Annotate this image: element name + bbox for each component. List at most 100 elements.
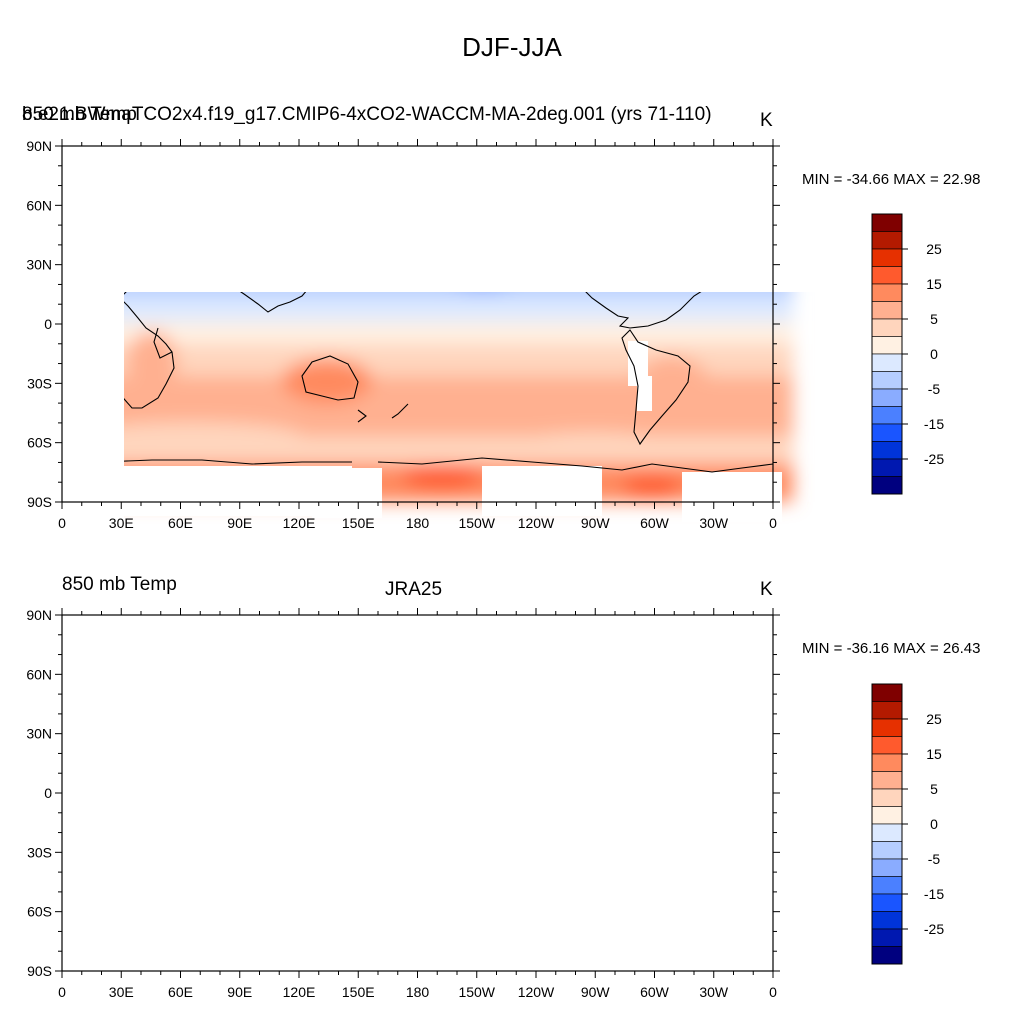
colorbar-swatch — [871, 683, 903, 702]
panel1-map — [124, 292, 793, 522]
colorbar-swatch — [871, 213, 903, 232]
colorbar-swatch — [871, 876, 903, 895]
colorbar-swatch — [871, 231, 903, 250]
x-tick-label: 60E — [168, 984, 193, 1000]
panel1-colorbar: 25 15 5 0 -5 -15 -25 — [871, 213, 944, 495]
y-tick-label: 90S — [27, 963, 52, 979]
colorbar-swatch — [871, 946, 903, 965]
y-tick-label: 60S — [27, 904, 52, 920]
panel2-map — [42, 615, 793, 971]
y-tick-label: 30N — [26, 257, 52, 273]
panel1-variable: 850 mb Temp — [22, 104, 137, 125]
colorbar-swatch — [871, 476, 903, 495]
y-tick-label: 60N — [26, 666, 52, 682]
panel1-axes: 0 30E 60E 90E 120E 150E 180 150W 120W 90W 60W 30W 09… — [26, 138, 780, 531]
x-tick-label: 30W — [699, 515, 729, 531]
colorbar-swatch — [871, 806, 903, 825]
x-tick-label: 120W — [518, 984, 555, 1000]
panel2-variable: 850 mb Temp — [62, 574, 177, 595]
panel2-axes: 0 30E 60E 90E 120E 150E 180 150W 120W 90W 60W 30W 09… — [26, 607, 780, 1000]
colorbar-swatch — [871, 301, 903, 320]
colorbar-swatch — [871, 858, 903, 877]
colorbar-swatch — [871, 353, 903, 372]
colorbar-swatch — [871, 893, 903, 912]
x-tick-label: 0 — [769, 515, 777, 531]
x-tick-label: 90W — [581, 515, 611, 531]
colorbar-swatch — [871, 701, 903, 720]
panel2-colorbar: 25 15 5 0 -5 -15 -25 — [871, 683, 944, 965]
x-tick-label: 60W — [640, 515, 670, 531]
x-tick-label: 60E — [168, 515, 193, 531]
colorbar-swatch — [871, 266, 903, 285]
colorbar-swatch — [871, 718, 903, 737]
colorbar-swatch — [871, 823, 903, 842]
colorbar-swatch — [871, 458, 903, 477]
x-tick-label: 150W — [458, 984, 495, 1000]
x-tick-label: 0 — [769, 984, 777, 1000]
colorbar-swatch — [871, 371, 903, 390]
x-tick-label: 180 — [406, 515, 430, 531]
colorbar-label: 5 — [930, 781, 938, 797]
x-tick-label: 150E — [342, 515, 375, 531]
colorbar-swatch — [871, 423, 903, 442]
colorbar-label: 15 — [926, 746, 942, 762]
colorbar-swatch — [871, 318, 903, 337]
panel1-min-max: MIN = -34.66 MAX = 22.98 — [802, 171, 981, 188]
y-tick-label: 60S — [27, 435, 52, 451]
colorbar-label: -25 — [924, 451, 944, 467]
colorbar-swatch — [871, 248, 903, 267]
x-tick-label: 90E — [227, 515, 252, 531]
x-tick-label: 60W — [640, 984, 670, 1000]
colorbar-swatch — [871, 336, 903, 355]
panel2-case: JRA25 — [385, 579, 443, 600]
y-tick-label: 90S — [27, 494, 52, 510]
colorbar-label: 0 — [930, 346, 938, 362]
y-tick-label: 90N — [26, 138, 52, 154]
x-tick-label: 120E — [283, 515, 316, 531]
y-tick-label: 60N — [26, 197, 52, 213]
y-tick-label: 30S — [27, 844, 52, 860]
colorbar-swatch — [871, 788, 903, 807]
y-tick-label: 0 — [44, 785, 52, 801]
x-tick-label: 120E — [283, 984, 316, 1000]
x-tick-label: 180 — [406, 984, 430, 1000]
x-tick-label: 0 — [58, 515, 66, 531]
colorbar-swatch — [871, 911, 903, 930]
colorbar-label: 5 — [930, 311, 938, 327]
colorbar-swatch — [871, 283, 903, 302]
colorbar-label: 25 — [926, 711, 942, 727]
colorbar-label: -5 — [928, 381, 941, 397]
colorbar-swatch — [871, 753, 903, 772]
x-tick-label: 120W — [518, 515, 555, 531]
panel2-map-frame — [61, 614, 774, 972]
x-tick-label: 150W — [458, 515, 495, 531]
colorbar-label: -25 — [924, 921, 944, 937]
colorbar-swatch — [871, 736, 903, 755]
colorbar-label: -15 — [924, 886, 944, 902]
page-title: DJF-JJA — [462, 32, 562, 62]
colorbar-label: -15 — [924, 416, 944, 432]
colorbar-swatch — [871, 388, 903, 407]
panel1-units: K — [760, 110, 773, 131]
panel1-case: b.e21.BWmaTCO2x4.f19_g17.CMIP6-4xCO2-WAC… — [22, 104, 712, 125]
y-tick-label: 0 — [44, 316, 52, 332]
panel2-min-max: MIN = -36.16 MAX = 26.43 — [802, 640, 981, 657]
x-tick-label: 90W — [581, 984, 611, 1000]
colorbar-label: 25 — [926, 241, 942, 257]
colorbar-swatch — [871, 841, 903, 860]
colorbar-label: 15 — [926, 276, 942, 292]
colorbar-swatch — [871, 928, 903, 947]
y-tick-label: 90N — [26, 607, 52, 623]
x-tick-label: 0 — [58, 984, 66, 1000]
panel2-units: K — [760, 579, 773, 600]
colorbar-swatch — [871, 441, 903, 460]
colorbar-label: 0 — [930, 816, 938, 832]
x-tick-label: 90E — [227, 984, 252, 1000]
colorbar-swatch — [871, 771, 903, 790]
colorbar-label: -5 — [928, 851, 941, 867]
x-tick-label: 30E — [109, 984, 134, 1000]
y-tick-label: 30N — [26, 726, 52, 742]
colorbar-swatch — [871, 406, 903, 425]
x-tick-label: 150E — [342, 984, 375, 1000]
